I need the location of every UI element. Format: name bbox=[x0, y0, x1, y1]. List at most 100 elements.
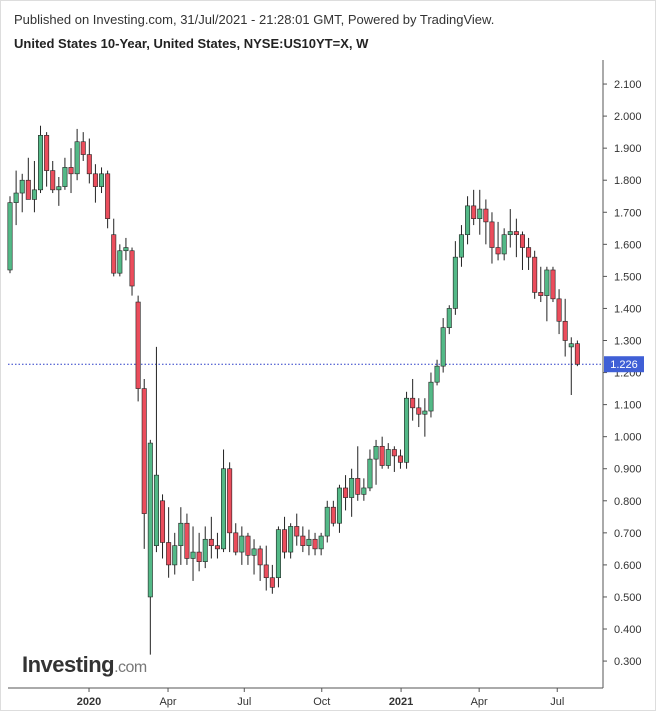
y-tick-label: 1.800 bbox=[614, 175, 642, 187]
candle-body bbox=[336, 487, 342, 524]
candle-body bbox=[452, 256, 458, 309]
candle-body bbox=[330, 506, 336, 524]
y-tick-label: 0.500 bbox=[614, 592, 642, 604]
candle-body bbox=[300, 535, 306, 546]
x-tick-label: Jul bbox=[237, 696, 251, 708]
candle-body bbox=[105, 173, 111, 219]
candle-body bbox=[288, 526, 294, 553]
candle-body bbox=[428, 381, 434, 412]
candle-body bbox=[373, 445, 379, 460]
candle-body bbox=[208, 538, 214, 546]
chart-title: United States 10-Year, United States, NY… bbox=[14, 36, 369, 51]
logo-suffix: .com bbox=[114, 659, 147, 676]
candle-body bbox=[196, 551, 202, 562]
candle-body bbox=[251, 548, 257, 556]
candle-body bbox=[275, 529, 281, 579]
x-tick-label: 2020 bbox=[77, 696, 101, 708]
candle-body bbox=[153, 474, 159, 546]
candle-body bbox=[257, 548, 263, 566]
candle-body bbox=[465, 205, 471, 236]
y-tick-label: 0.700 bbox=[614, 528, 642, 540]
y-tick-label: 0.900 bbox=[614, 464, 642, 476]
candle-body bbox=[404, 397, 410, 463]
candle-body bbox=[306, 538, 312, 546]
candle-body bbox=[44, 135, 50, 171]
y-tick-label: 1.100 bbox=[614, 400, 642, 412]
candle-body bbox=[141, 388, 147, 514]
candle-body bbox=[446, 308, 452, 328]
published-note: Published on Investing.com, 31/Jul/2021 … bbox=[14, 12, 494, 27]
candle-body bbox=[294, 526, 300, 537]
y-tick-label: 0.600 bbox=[614, 560, 642, 572]
candle-body bbox=[574, 343, 580, 365]
y-tick-label: 1.500 bbox=[614, 271, 642, 283]
candle-body bbox=[56, 186, 62, 191]
x-tick-label: Oct bbox=[313, 696, 330, 708]
logo-brand: Investing bbox=[22, 652, 114, 677]
candle-body bbox=[147, 442, 153, 598]
last-price-box bbox=[604, 356, 644, 373]
candle-body bbox=[135, 301, 141, 389]
candle-body bbox=[501, 234, 507, 255]
candle-body bbox=[318, 535, 324, 550]
candle-body bbox=[227, 468, 233, 534]
candle-body bbox=[92, 173, 98, 187]
candle-body bbox=[519, 234, 525, 248]
candle-body bbox=[202, 538, 208, 562]
y-tick-label: 2.100 bbox=[614, 79, 642, 91]
candle-body bbox=[263, 564, 269, 579]
x-tick-label: 2021 bbox=[389, 696, 413, 708]
candle-body bbox=[31, 189, 37, 200]
candle-body bbox=[416, 407, 422, 415]
candle-body bbox=[166, 542, 172, 566]
y-tick-label: 0.300 bbox=[614, 656, 642, 668]
candle-body bbox=[50, 170, 56, 191]
candle-body bbox=[458, 234, 464, 258]
candle-body bbox=[367, 458, 373, 489]
candle-body bbox=[38, 135, 44, 191]
candle-body bbox=[245, 535, 251, 556]
candle-body bbox=[513, 231, 519, 236]
candle-body bbox=[562, 320, 568, 341]
candle-body bbox=[544, 269, 550, 296]
candle-body bbox=[422, 410, 428, 415]
y-tick-label: 1.600 bbox=[614, 239, 642, 251]
candle-body bbox=[117, 250, 123, 274]
candle-body bbox=[324, 506, 330, 537]
candle-body bbox=[477, 208, 483, 219]
y-tick-label: 1.700 bbox=[614, 207, 642, 219]
candle-body bbox=[550, 269, 556, 300]
candle-body bbox=[355, 478, 361, 495]
candle-body bbox=[556, 298, 562, 322]
candle-body bbox=[343, 487, 349, 498]
candle-body bbox=[25, 179, 31, 200]
candle-body bbox=[282, 529, 288, 553]
candle-body bbox=[269, 577, 275, 588]
candle-body bbox=[385, 449, 391, 466]
candle-body bbox=[312, 538, 318, 550]
last-price-label: 1.226 bbox=[610, 359, 638, 371]
candle-body bbox=[86, 154, 92, 175]
candle-body bbox=[434, 365, 440, 383]
candle-body bbox=[361, 487, 367, 495]
candle-body bbox=[178, 522, 184, 546]
candle-body bbox=[349, 478, 355, 498]
candle-body bbox=[471, 205, 477, 219]
candle-body bbox=[99, 173, 105, 187]
candle-body bbox=[74, 141, 80, 175]
logo: Investing.com bbox=[22, 652, 147, 677]
candle-body bbox=[391, 449, 397, 457]
candle-body bbox=[526, 247, 532, 258]
candle-body bbox=[440, 327, 446, 367]
candle-body bbox=[489, 221, 495, 248]
y-tick-label: 1.000 bbox=[614, 432, 642, 444]
candle-body bbox=[123, 247, 129, 252]
y-tick-label: 1.400 bbox=[614, 303, 642, 315]
candle-body bbox=[397, 455, 403, 463]
candle-body bbox=[68, 167, 74, 175]
candle-body bbox=[184, 522, 190, 559]
y-tick-label: 0.800 bbox=[614, 496, 642, 508]
